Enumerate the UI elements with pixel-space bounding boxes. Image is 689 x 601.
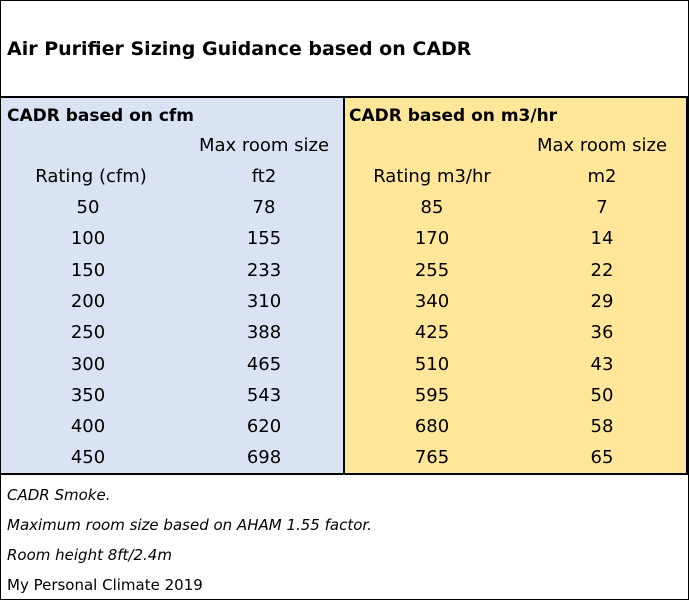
- ft2-size-cell: 78: [252, 197, 276, 218]
- notes-section: CADR Smoke. Maximum room size based on A…: [1, 473, 688, 601]
- ft2-size-cell: 465: [246, 354, 282, 375]
- note-aham: Maximum room size based on AHAM 1.55 fac…: [7, 516, 372, 534]
- cfm-rating-cell: 350: [70, 385, 106, 406]
- m3hr-rating-cell: 765: [414, 447, 450, 468]
- cfm-rating-header: Rating (cfm): [35, 166, 147, 187]
- ft2-size-cell: 388: [246, 322, 282, 343]
- ft2-size-cell: 698: [246, 447, 282, 468]
- m3hr-rating-cell: 340: [414, 291, 450, 312]
- m2-size-cell: 43: [590, 354, 614, 375]
- ft2-size-cell: 155: [246, 228, 282, 249]
- m3hr-rating-header: Rating m3/hr: [373, 166, 491, 187]
- cfm-rating-cell: 300: [70, 354, 106, 375]
- m2-size-cell: 22: [590, 260, 614, 281]
- cfm-rating-cell: 400: [70, 416, 106, 437]
- cfm-rating-cell: 100: [70, 228, 106, 249]
- note-smoke: CADR Smoke.: [7, 486, 111, 504]
- cfm-rating-cell: 450: [70, 447, 106, 468]
- cfm-max-room-header: Max room size: [198, 135, 330, 156]
- m3hr-panel: CADR based on m3/hr Max room size Rating…: [345, 98, 688, 473]
- cfm-rating-cell: 50: [76, 197, 100, 218]
- ft2-size-cell: 233: [246, 260, 282, 281]
- m3hr-rating-cell: 170: [414, 228, 450, 249]
- m2-size-cell: 29: [590, 291, 614, 312]
- m2-size-cell: 7: [596, 197, 608, 218]
- table-title: Air Purifier Sizing Guidance based on CA…: [7, 38, 472, 60]
- cfm-rating-cell: 250: [70, 322, 106, 343]
- m2-size-cell: 14: [590, 228, 614, 249]
- m3hr-rating-cell: 510: [414, 354, 450, 375]
- cfm-unit-header: ft2: [251, 166, 277, 187]
- note-room-height: Room height 8ft/2.4m: [7, 546, 172, 564]
- cfm-rating-cell: 200: [70, 291, 106, 312]
- ft2-size-cell: 310: [246, 291, 282, 312]
- cfm-rating-cell: 150: [70, 260, 106, 281]
- cfm-panel: CADR based on cfm Max room size Rating (…: [1, 98, 345, 473]
- m3hr-rating-cell: 425: [414, 322, 450, 343]
- m2-size-cell: 50: [590, 385, 614, 406]
- m3hr-rating-cell: 595: [414, 385, 450, 406]
- ft2-size-cell: 620: [246, 416, 282, 437]
- m2-size-cell: 58: [590, 416, 614, 437]
- m3hr-rating-cell: 85: [420, 197, 444, 218]
- m3hr-rating-cell: 255: [414, 260, 450, 281]
- m3hr-heading: CADR based on m3/hr: [349, 106, 558, 126]
- m3hr-max-room-header: Max room size: [536, 135, 668, 156]
- note-source: My Personal Climate 2019: [7, 576, 203, 594]
- cfm-heading: CADR based on cfm: [7, 106, 195, 126]
- m3hr-rating-cell: 680: [414, 416, 450, 437]
- title-row: Air Purifier Sizing Guidance based on CA…: [1, 1, 688, 98]
- m3hr-unit-header: m2: [587, 166, 617, 187]
- m2-size-cell: 65: [590, 447, 614, 468]
- ft2-size-cell: 543: [246, 385, 282, 406]
- m2-size-cell: 36: [590, 322, 614, 343]
